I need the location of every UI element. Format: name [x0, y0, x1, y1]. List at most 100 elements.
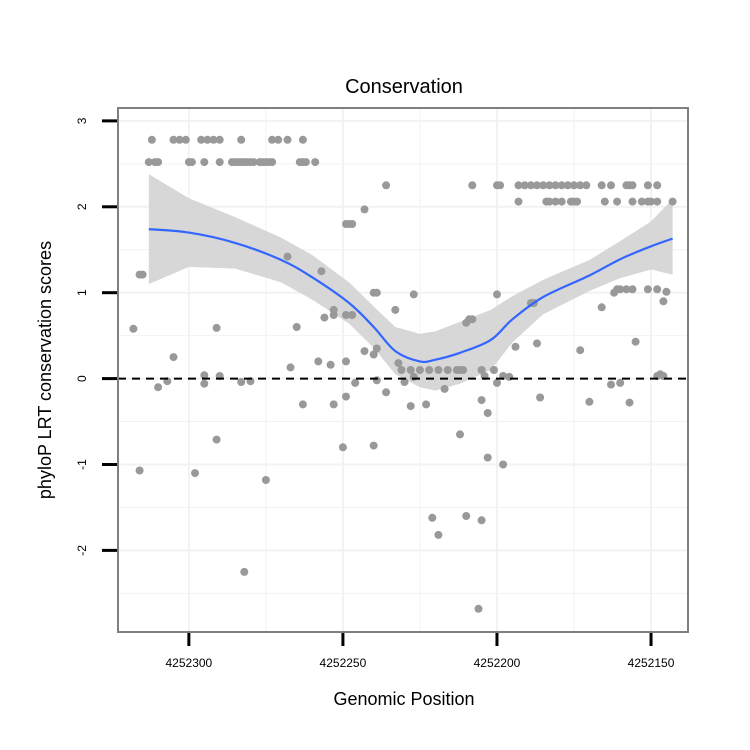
data-point — [360, 205, 369, 214]
data-point — [372, 288, 381, 297]
data-point — [409, 372, 418, 381]
data-point — [203, 135, 212, 144]
y-tick-label: -1 — [75, 459, 89, 470]
data-point — [607, 181, 615, 190]
data-point — [631, 337, 640, 346]
data-point — [668, 197, 677, 206]
data-point — [551, 197, 560, 206]
data-point — [647, 197, 655, 206]
data-point — [169, 135, 178, 144]
data-point — [576, 181, 585, 190]
data-point — [181, 135, 190, 144]
data-point — [425, 366, 434, 374]
data-point — [187, 158, 196, 167]
data-point — [489, 366, 498, 374]
data-point — [483, 409, 492, 417]
data-point — [637, 197, 646, 206]
data-point — [505, 372, 514, 381]
data-point — [653, 197, 662, 206]
data-point — [215, 135, 224, 144]
data-point — [477, 396, 486, 405]
chart-title: Conservation — [345, 76, 463, 98]
data-point — [298, 400, 307, 409]
y-axis-label: phyloP LRT conservation scores — [35, 241, 55, 499]
data-point — [477, 366, 486, 374]
data-point — [283, 252, 292, 261]
x-tick-label: 4252300 — [166, 656, 213, 670]
data-point — [200, 371, 209, 380]
data-point — [456, 366, 464, 374]
data-point — [520, 181, 529, 190]
panel-border — [117, 107, 689, 633]
data-point — [135, 270, 144, 279]
data-point — [643, 285, 652, 294]
data-point — [320, 313, 329, 322]
data-point — [440, 384, 449, 393]
x-tick-label: 4252200 — [474, 656, 521, 670]
data-point — [613, 197, 622, 206]
data-point — [483, 453, 492, 462]
data-point — [659, 297, 668, 306]
data-point — [200, 158, 209, 167]
data-point — [576, 346, 585, 355]
data-point — [400, 378, 409, 386]
data-point — [628, 181, 637, 190]
data-point — [477, 516, 486, 525]
data-point — [200, 379, 209, 388]
data-point — [653, 285, 662, 294]
data-point — [653, 181, 662, 190]
data-point — [597, 303, 606, 312]
data-point — [625, 398, 634, 407]
grid — [118, 108, 688, 632]
data-point — [493, 290, 501, 299]
data-point — [191, 469, 199, 478]
data-point — [582, 181, 591, 190]
data-point — [382, 181, 391, 190]
smooth-curve — [148, 228, 673, 364]
data-point — [533, 339, 541, 348]
data-point — [268, 158, 277, 167]
data-point — [496, 181, 505, 190]
data-point — [372, 376, 381, 385]
data-point — [622, 285, 631, 294]
data-point — [600, 197, 609, 206]
data-points — [129, 135, 677, 613]
data-point — [215, 158, 224, 167]
data-point — [545, 181, 554, 190]
data-point — [314, 357, 323, 366]
data-point — [175, 135, 184, 144]
data-point — [154, 158, 163, 167]
x-axis-label: Genomic Position — [333, 689, 474, 709]
data-point — [662, 287, 671, 296]
data-point — [369, 441, 378, 450]
data-point — [342, 392, 350, 401]
x-tick-label: 4252150 — [628, 656, 675, 670]
data-point — [434, 530, 443, 539]
data-point — [474, 604, 483, 613]
data-point — [209, 135, 218, 144]
data-point — [514, 197, 523, 206]
data-point — [607, 380, 615, 389]
data-point — [329, 400, 338, 409]
data-point — [129, 324, 138, 333]
data-point — [212, 323, 221, 332]
data-point — [434, 366, 443, 374]
data-point — [249, 158, 258, 167]
data-point — [301, 158, 310, 167]
data-point — [144, 158, 153, 167]
data-point — [394, 359, 403, 368]
data-point — [428, 513, 437, 522]
data-point — [348, 311, 357, 319]
data-point — [348, 220, 357, 228]
y-tick-label: 2 — [75, 203, 89, 210]
y-axis: -2 -1 0 1 2 3 — [75, 117, 117, 556]
x-axis: 4252300 4252250 4252200 4252150 — [166, 633, 675, 670]
data-point — [499, 460, 508, 469]
data-point — [551, 181, 560, 190]
confidence-band — [148, 174, 673, 391]
data-point — [342, 357, 350, 366]
data-point — [261, 476, 270, 484]
data-point — [286, 363, 295, 372]
data-point — [443, 366, 452, 374]
